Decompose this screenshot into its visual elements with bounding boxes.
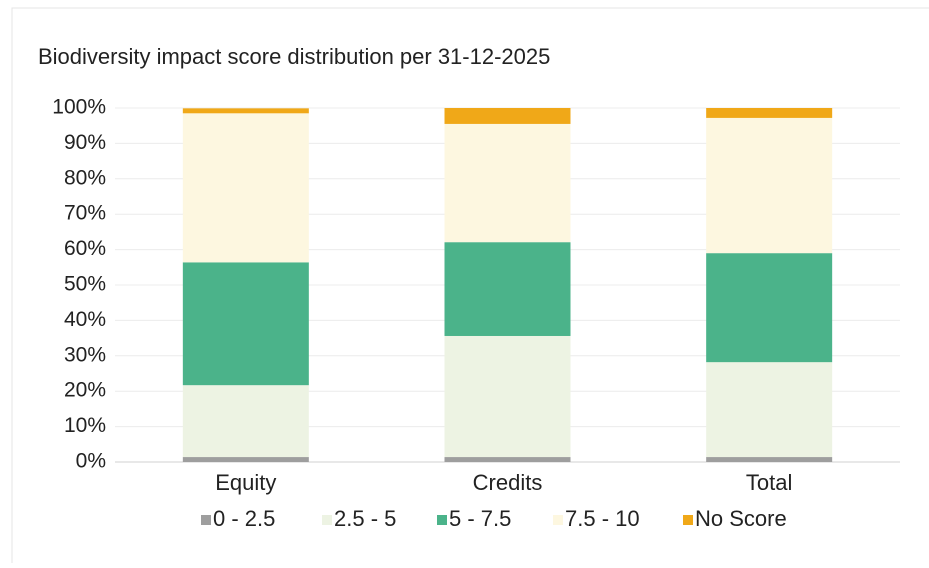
y-tick-label: 80% xyxy=(64,166,106,189)
y-tick-label: 0% xyxy=(76,450,106,473)
y-tick-label: 40% xyxy=(64,308,106,331)
bar-segment xyxy=(182,385,309,458)
bar-segment xyxy=(706,457,833,462)
bar-segment xyxy=(444,242,571,336)
bar-segment xyxy=(182,108,309,114)
bar-segment xyxy=(444,335,571,458)
bar-segment xyxy=(444,108,571,124)
x-tick-label: Equity xyxy=(215,470,276,495)
bar-segment xyxy=(706,117,833,254)
x-tick-label: Total xyxy=(746,470,792,495)
legend-label: No Score xyxy=(695,506,787,531)
bar-segment xyxy=(182,113,309,263)
legend-swatch xyxy=(201,515,211,525)
y-tick-label: 50% xyxy=(64,273,106,296)
legend-label: 5 - 7.5 xyxy=(449,506,511,531)
bar-segment xyxy=(182,457,309,462)
y-tick-label: 60% xyxy=(64,237,106,260)
chart-title: Biodiversity impact score distribution p… xyxy=(38,44,550,69)
legend-label: 7.5 - 10 xyxy=(565,506,640,531)
y-tick-label: 100% xyxy=(52,96,106,119)
x-tick-label: Credits xyxy=(473,470,543,495)
bar-segment xyxy=(182,262,309,386)
y-tick-label: 90% xyxy=(64,131,106,154)
y-tick-label: 10% xyxy=(64,414,106,437)
legend-swatch xyxy=(683,515,693,525)
y-tick-label: 30% xyxy=(64,343,106,366)
legend-swatch xyxy=(553,515,563,525)
legend-label: 0 - 2.5 xyxy=(213,506,275,531)
bar-segment xyxy=(444,457,571,462)
bar-segment xyxy=(706,108,833,118)
bar-segment xyxy=(706,253,833,363)
bar-segment xyxy=(444,123,571,243)
legend-swatch xyxy=(322,515,332,525)
y-tick-label: 20% xyxy=(64,379,106,402)
bar-segment xyxy=(706,362,833,458)
legend-swatch xyxy=(437,515,447,525)
legend-label: 2.5 - 5 xyxy=(334,506,396,531)
y-tick-label: 70% xyxy=(64,202,106,225)
